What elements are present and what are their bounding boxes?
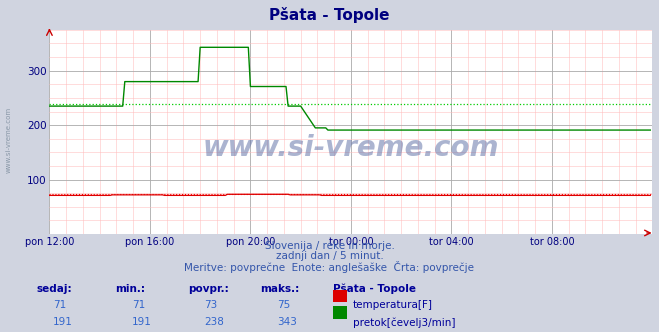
Text: temperatura[F]: temperatura[F] (353, 300, 432, 310)
Text: 343: 343 (277, 317, 297, 327)
Text: www.si-vreme.com: www.si-vreme.com (5, 106, 12, 173)
Text: Pšata - Topole: Pšata - Topole (333, 284, 416, 294)
Text: 71: 71 (132, 300, 145, 310)
Text: 73: 73 (204, 300, 217, 310)
Text: Pšata - Topole: Pšata - Topole (270, 7, 389, 23)
Text: 75: 75 (277, 300, 290, 310)
Text: www.si-vreme.com: www.si-vreme.com (203, 134, 499, 162)
Text: povpr.:: povpr.: (188, 284, 229, 294)
Text: 71: 71 (53, 300, 66, 310)
Text: 238: 238 (204, 317, 224, 327)
Text: Meritve: povprečne  Enote: anglešaške  Črta: povprečje: Meritve: povprečne Enote: anglešaške Črt… (185, 261, 474, 273)
Text: zadnji dan / 5 minut.: zadnji dan / 5 minut. (275, 251, 384, 261)
Text: min.:: min.: (115, 284, 146, 294)
Text: 191: 191 (53, 317, 72, 327)
Text: maks.:: maks.: (260, 284, 300, 294)
Text: sedaj:: sedaj: (36, 284, 72, 294)
Text: pretok[čevelj3/min]: pretok[čevelj3/min] (353, 317, 455, 328)
Text: 191: 191 (132, 317, 152, 327)
Text: Slovenija / reke in morje.: Slovenija / reke in morje. (264, 241, 395, 251)
